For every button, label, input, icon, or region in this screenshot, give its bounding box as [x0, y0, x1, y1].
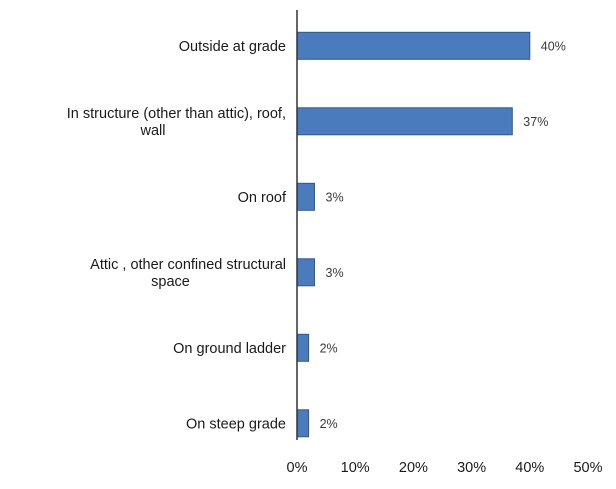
x-tick-label-1: 0% — [287, 460, 308, 476]
category-label-5: On ground ladder — [173, 341, 286, 357]
category-label-6: On steep grade — [186, 416, 286, 432]
category-label-4-line-2: space — [151, 274, 190, 290]
bar-1 — [296, 31, 531, 60]
x-tick-label-5: 40% — [515, 460, 544, 476]
category-label-2-line-2: wall — [140, 123, 166, 139]
value-label-3: 3% — [326, 190, 344, 204]
value-label-6: 2% — [320, 417, 338, 431]
category-labels: Outside at grade In structure (other than… — [67, 39, 287, 432]
bars-layer — [296, 31, 531, 438]
category-label-4-line-1: Attic , other confined structural — [90, 257, 286, 273]
category-label-1: Outside at grade — [179, 39, 286, 55]
category-label-3: On roof — [238, 190, 287, 206]
bar-5 — [296, 333, 310, 362]
x-tick-label-2: 10% — [341, 460, 370, 476]
value-label-1: 40% — [541, 39, 566, 53]
bar-4 — [296, 258, 315, 287]
bar-6 — [296, 409, 310, 438]
x-tick-label-4: 30% — [457, 460, 486, 476]
x-tick-label-6: 50% — [573, 460, 602, 476]
category-label-2-line-1: In structure (other than attic), roof, — [67, 106, 286, 122]
bar-2 — [296, 107, 513, 136]
value-label-2: 37% — [523, 115, 548, 129]
x-tick-label-3: 20% — [399, 460, 428, 476]
value-label-5: 2% — [320, 341, 338, 355]
value-labels: 40% 37% 3% 3% 2% 2% — [320, 39, 566, 431]
bar-3 — [296, 182, 315, 211]
x-axis-ticks: 0% 10% 20% 30% 40% 50% — [287, 460, 603, 476]
value-label-4: 3% — [326, 266, 344, 280]
